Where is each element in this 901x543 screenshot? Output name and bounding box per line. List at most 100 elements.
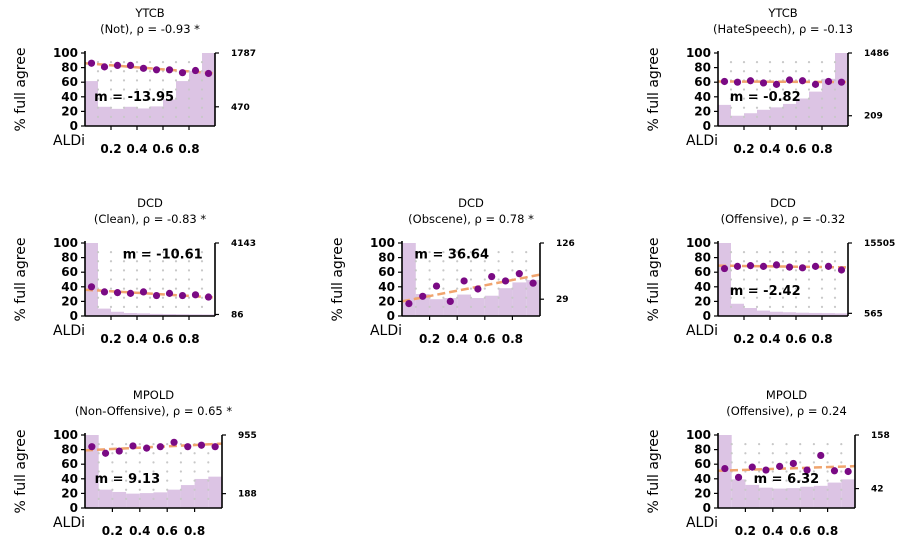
grid-dot (799, 461, 802, 464)
x-tick-label: 0.8 (502, 332, 523, 346)
grid-dot (840, 497, 843, 500)
grid-dot (174, 296, 178, 299)
grid-dot (96, 260, 100, 263)
grid-dot (193, 488, 196, 491)
grid-dot (111, 497, 114, 500)
chart-subtitle: (Obscene), ρ = 0.78 * (408, 212, 534, 226)
data-point (139, 288, 148, 296)
grid-dot (758, 461, 761, 464)
data-point (191, 66, 200, 75)
histogram-bar (759, 487, 773, 508)
histogram-bar (484, 295, 499, 316)
grid-dot (833, 278, 837, 281)
data-point (197, 441, 206, 449)
grid-dot (96, 61, 100, 64)
grid-dot (742, 251, 746, 254)
grid-dot (833, 61, 837, 64)
grid-dot (781, 260, 785, 263)
data-point (785, 263, 794, 271)
y-tick-label: 100 (686, 46, 711, 60)
y-tick-label: 0 (70, 309, 78, 323)
x-tick-label: 0.4 (447, 332, 468, 346)
y-tick-label: 80 (378, 251, 395, 265)
grid-dot (152, 470, 155, 473)
grid-dot (781, 305, 785, 308)
grid-dot (807, 97, 811, 100)
grid-dot (161, 287, 165, 290)
histogram-bar (163, 314, 176, 316)
grid-dot (497, 296, 500, 299)
right-tick-label: 4143 (231, 239, 256, 249)
grid-dot (812, 452, 816, 455)
data-point (87, 283, 96, 291)
grid-dot (161, 251, 165, 254)
data-point (789, 459, 797, 468)
grid-dot (794, 106, 798, 109)
grid-dot (187, 278, 191, 281)
y-tick-label: 60 (694, 457, 711, 471)
grid-dot (729, 305, 733, 308)
x-tick-label: 0.2 (102, 524, 123, 538)
data-point (178, 69, 187, 77)
histogram-bar (822, 313, 835, 316)
grid-dot (781, 70, 785, 73)
grid-dot (111, 488, 114, 491)
grid-dot (758, 452, 761, 455)
histogram-bar (415, 293, 430, 316)
grid-dot (442, 287, 445, 290)
grid-dot (161, 305, 165, 308)
histogram-bar (744, 113, 757, 126)
data-point (474, 285, 482, 293)
histogram-bar (153, 492, 168, 508)
y-tick-label: 60 (61, 265, 78, 279)
grid-dot (122, 115, 126, 118)
grid-dot (812, 497, 816, 500)
grid-dot (820, 269, 824, 272)
x-tick-label: 0.6 (785, 332, 806, 346)
grid-dot (125, 443, 128, 446)
grid-dot (109, 79, 113, 82)
grid-dot (456, 305, 459, 308)
y-tick-label: 20 (694, 104, 711, 118)
grid-dot (174, 287, 178, 290)
grid-dot (525, 287, 528, 290)
grid-dot (148, 79, 152, 82)
grid-dot (200, 115, 204, 118)
data-point (759, 262, 768, 270)
chart-title: YTCB (767, 6, 797, 20)
grid-dot (187, 61, 191, 64)
slope-annotation: m = 36.64 (414, 247, 489, 262)
grid-dot (785, 497, 788, 500)
y-tick-label: 60 (61, 75, 78, 89)
histogram-bar (124, 313, 137, 316)
data-point (184, 443, 192, 451)
grid-dot (135, 269, 139, 272)
grid-dot (122, 305, 126, 308)
grid-dot (135, 79, 139, 82)
histogram-bar (150, 313, 163, 316)
grid-dot (200, 97, 204, 100)
grid-dot (207, 479, 210, 482)
data-point (798, 264, 807, 272)
x-tick-label: 0.2 (733, 142, 754, 156)
grid-dot (414, 269, 417, 272)
grid-dot (729, 278, 733, 281)
histogram-bar (772, 488, 787, 508)
data-point (844, 467, 852, 476)
grid-dot (200, 260, 204, 263)
grid-dot (497, 287, 500, 290)
grid-dot (794, 61, 798, 64)
y-tick-label: 40 (61, 90, 78, 104)
y-tick-label: 60 (378, 265, 395, 279)
y-tick-label: 20 (694, 486, 711, 500)
grid-dot (148, 251, 152, 254)
histogram-bar (813, 485, 828, 508)
grid-dot (807, 251, 811, 254)
grid-dot (781, 115, 785, 118)
grid-dot (525, 251, 528, 254)
grid-dot (166, 461, 169, 464)
grid-dot (758, 497, 761, 500)
grid-dot (730, 497, 733, 500)
grid-dot (755, 88, 759, 91)
grid-dot (174, 305, 178, 308)
